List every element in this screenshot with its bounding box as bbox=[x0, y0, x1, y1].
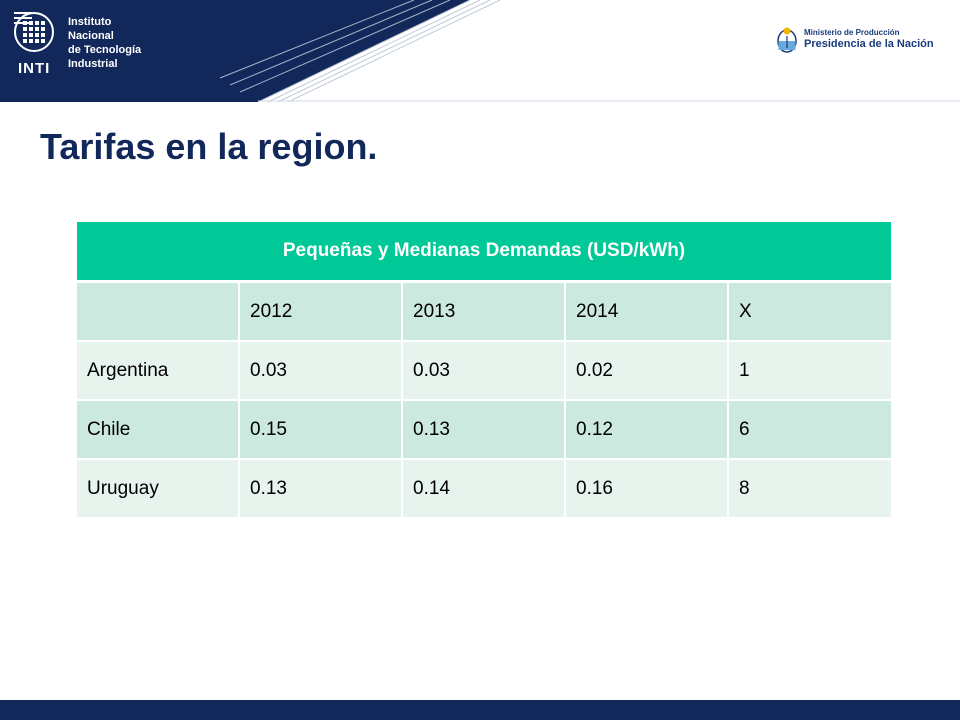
column-header: 2014 bbox=[565, 281, 729, 342]
institute-name: Instituto Nacional de Tecnología Industr… bbox=[68, 15, 198, 71]
table-cell: 8 bbox=[728, 459, 892, 519]
table-row: Chile 0.15 0.13 0.12 6 bbox=[77, 400, 892, 460]
argentina-shield-icon bbox=[777, 27, 797, 53]
table-cell: 0.16 bbox=[565, 459, 729, 519]
table-cell: 0.13 bbox=[239, 459, 403, 519]
table-cell: 0.15 bbox=[239, 400, 403, 460]
column-header bbox=[77, 281, 240, 342]
ministry-name: Ministerio de Producción bbox=[804, 28, 900, 37]
table-header-row: 2012 2013 2014 X bbox=[77, 281, 892, 342]
table-caption: Pequeñas y Medianas Demandas (USD/kWh) bbox=[77, 222, 892, 283]
table-cell: 0.14 bbox=[402, 459, 566, 519]
tariff-table: Pequeñas y Medianas Demandas (USD/kWh) 2… bbox=[77, 222, 892, 519]
column-header: 2012 bbox=[239, 281, 403, 342]
row-label: Uruguay bbox=[77, 459, 240, 519]
institute-line: Instituto bbox=[68, 16, 112, 28]
slide-title: Tarifas en la region. bbox=[40, 126, 378, 167]
row-label: Argentina bbox=[77, 341, 240, 401]
row-label: Chile bbox=[77, 400, 240, 460]
institute-line: Industrial bbox=[68, 58, 118, 70]
table-cell: 0.13 bbox=[402, 400, 566, 460]
inti-logo: INTI Instituto Nacional de Tecnología In… bbox=[14, 12, 204, 92]
table-cell: 0.03 bbox=[239, 341, 403, 401]
table-row: Uruguay 0.13 0.14 0.16 8 bbox=[77, 459, 892, 519]
column-header: X bbox=[728, 281, 892, 342]
table-caption-row: Pequeñas y Medianas Demandas (USD/kWh) bbox=[77, 222, 892, 283]
table-cell: 6 bbox=[728, 400, 892, 460]
column-header: 2013 bbox=[402, 281, 566, 342]
table-cell: 1 bbox=[728, 341, 892, 401]
table-cell: 0.02 bbox=[565, 341, 729, 401]
footer-bar bbox=[0, 700, 960, 720]
header-band: INTI Instituto Nacional de Tecnología In… bbox=[0, 0, 960, 102]
table-row: Argentina 0.03 0.03 0.02 1 bbox=[77, 341, 892, 401]
table-cell: 0.03 bbox=[402, 341, 566, 401]
ministry-logo: Ministerio de Producción Presidencia de … bbox=[776, 26, 946, 58]
inti-bars-icon bbox=[14, 12, 32, 24]
institute-line: de Tecnología bbox=[68, 44, 142, 56]
header-background bbox=[0, 0, 960, 102]
presidency-name: Presidencia de la Nación bbox=[804, 38, 934, 50]
table-cell: 0.12 bbox=[565, 400, 729, 460]
institute-line: Nacional bbox=[68, 30, 114, 42]
inti-logo-word: INTI bbox=[18, 60, 51, 77]
